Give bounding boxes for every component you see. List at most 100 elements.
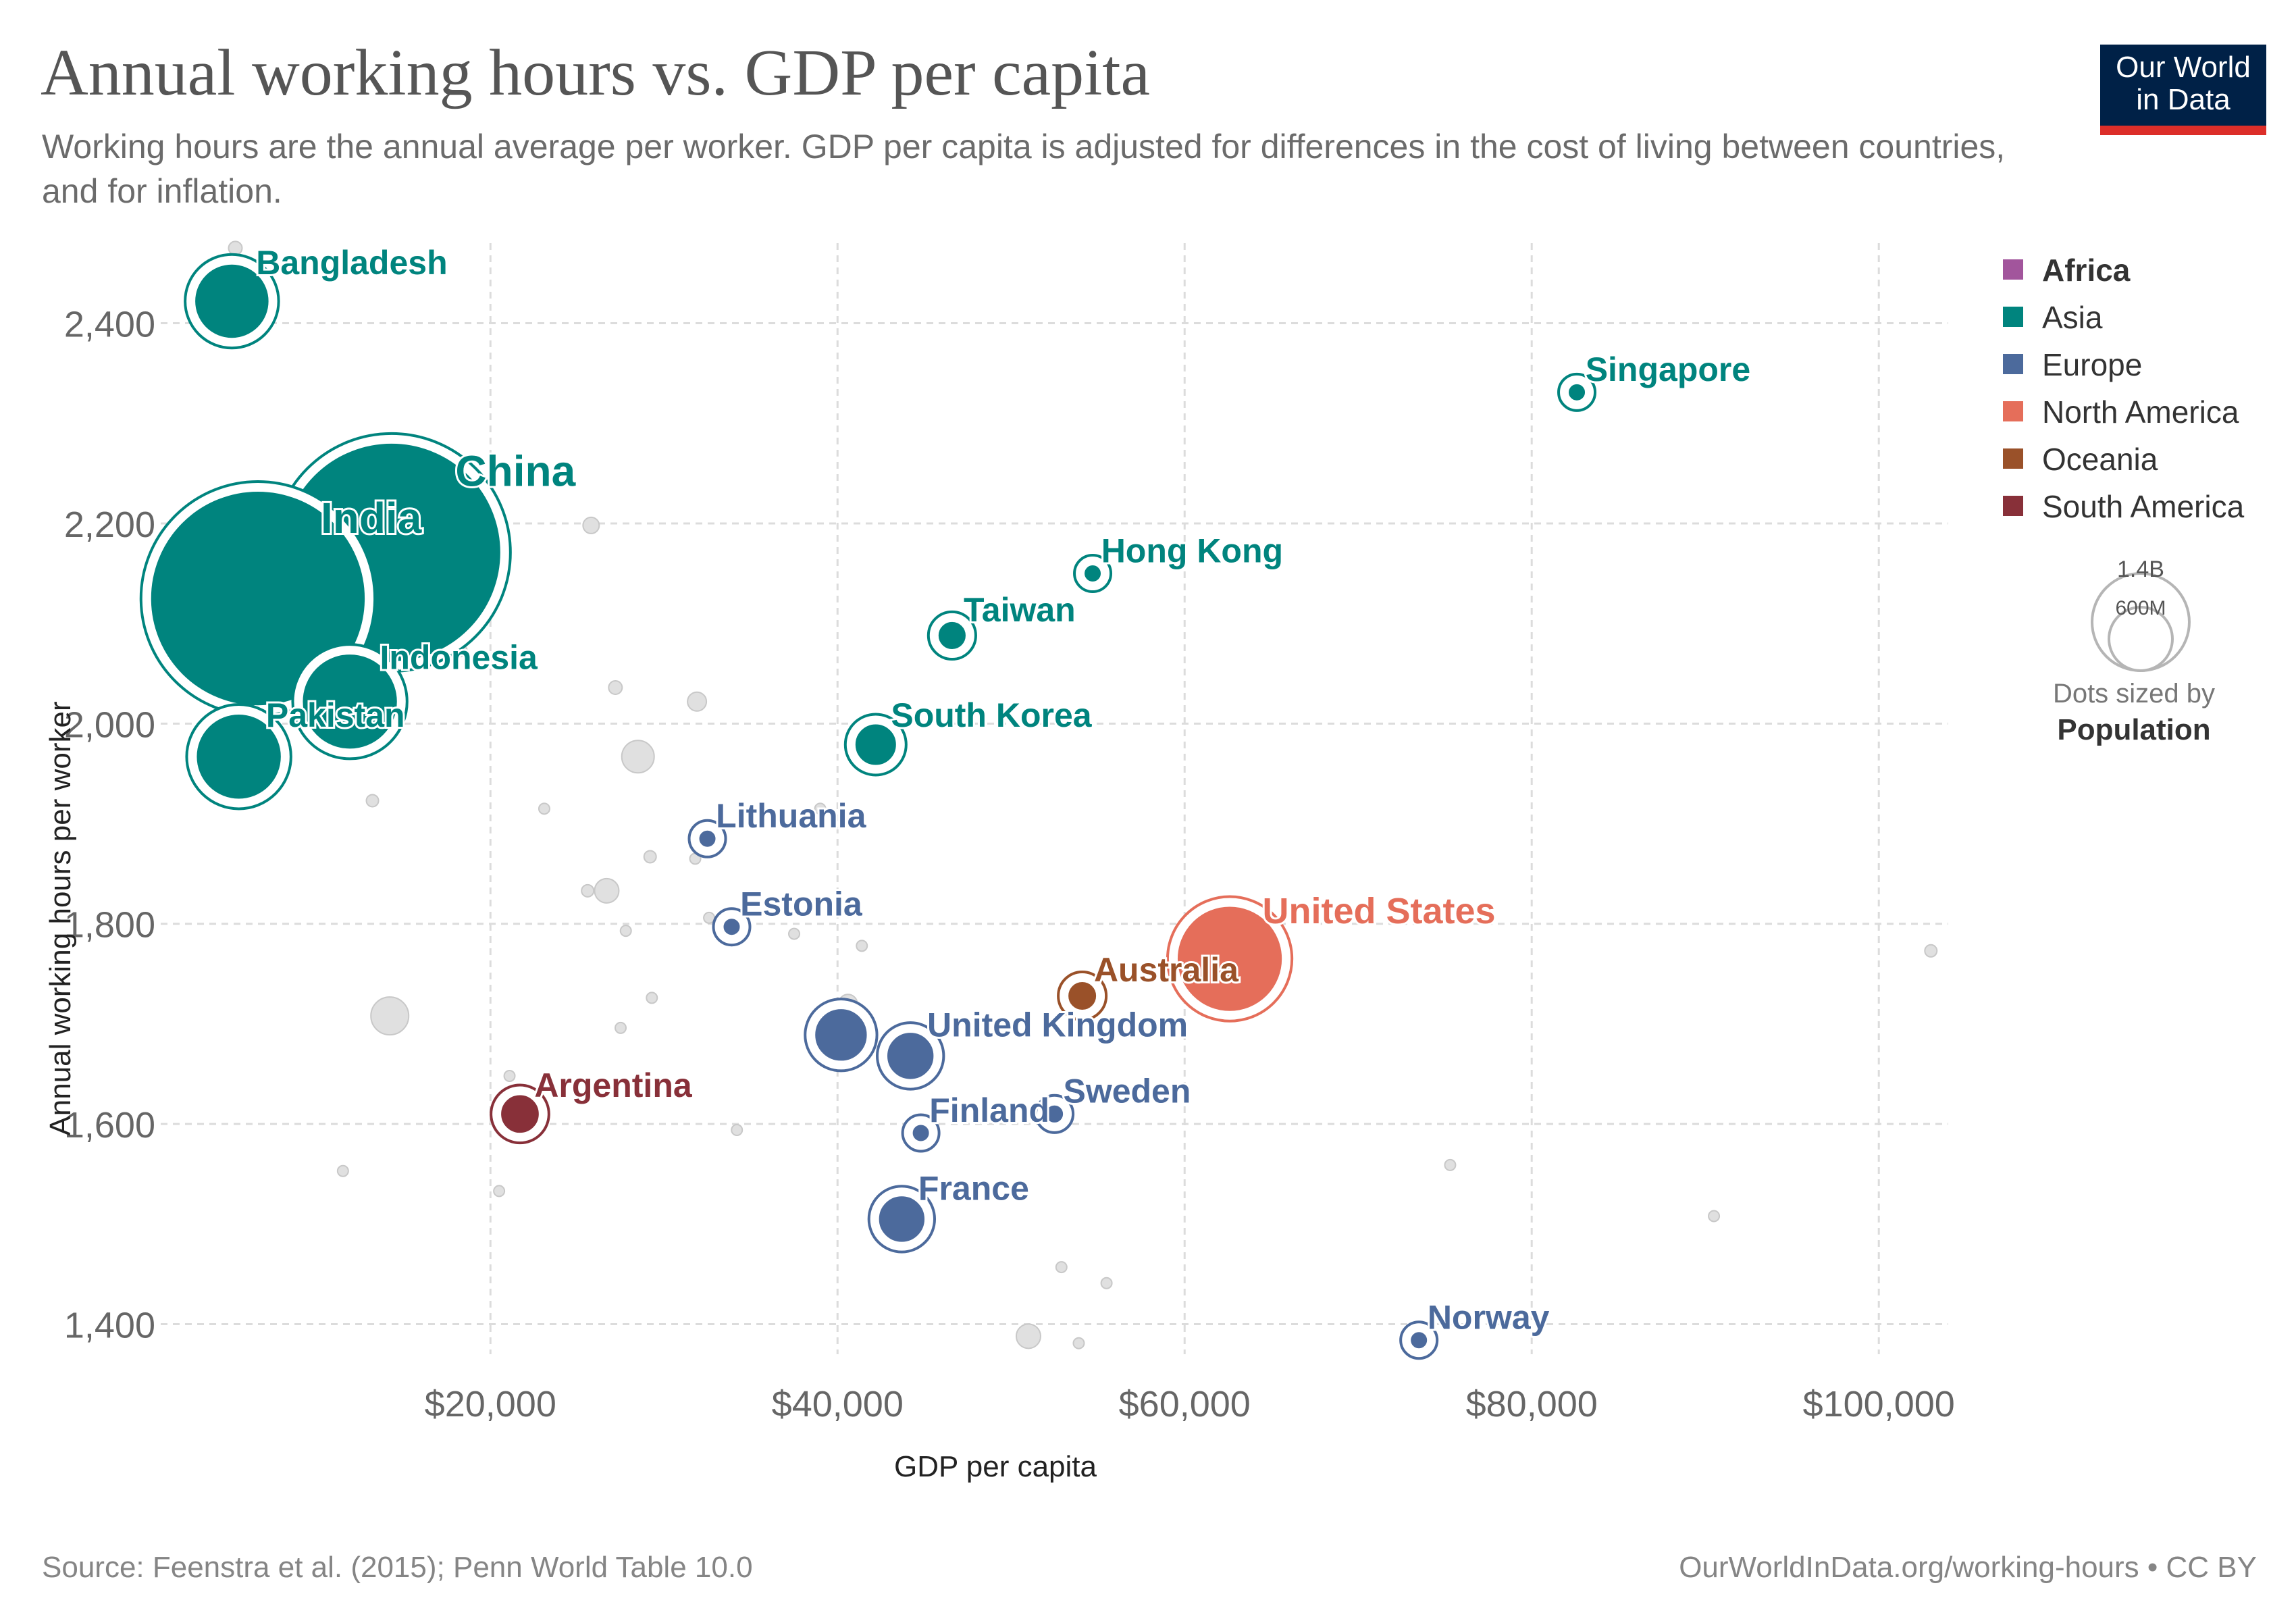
source-note: Source: Feenstra et al. (2015); Penn Wor… [42, 1551, 753, 1584]
size-legend-small-circle [2108, 606, 2174, 672]
gridlines [161, 243, 1948, 1354]
x-tick-label: $60,000 [1119, 1384, 1251, 1424]
chart-subtitle: Working hours are the annual average per… [42, 128, 2006, 210]
point-bangladesh[interactable] [184, 253, 280, 350]
size-legend-small-label: 600M [2115, 597, 2166, 619]
point-dot [194, 263, 270, 340]
y-tick-label: 1,800 [64, 905, 155, 946]
point-dot [877, 1195, 927, 1243]
legend-swatch [2003, 401, 2023, 421]
point-dot [937, 620, 967, 651]
y-axis-label: Annual working hours per worker [44, 701, 77, 1135]
point-dot [814, 1008, 868, 1062]
background-point[interactable] [788, 927, 801, 940]
size-legend-big-circle [2091, 572, 2191, 672]
point-finland[interactable] [901, 1113, 941, 1153]
y-tick-label: 1,600 [64, 1105, 155, 1146]
background-point[interactable] [621, 740, 655, 774]
point-label: Pakistan [266, 696, 405, 734]
point-dot [500, 1093, 540, 1135]
x-axis-ticks: $20,000 $40,000 $60,000 $80,000 $100,000 [425, 1384, 1955, 1424]
point-indonesia[interactable] [291, 643, 409, 761]
point-pakistan[interactable] [185, 703, 292, 810]
point-singapore[interactable] [1557, 372, 1597, 412]
point-dot [722, 917, 741, 937]
point-label: Taiwan [964, 591, 1076, 629]
chart-title: Annual working hours vs. GDP per capita [41, 36, 1151, 109]
size-legend-big-label: 1.4B [2117, 557, 2164, 582]
background-point[interactable] [856, 940, 868, 952]
point-france[interactable] [867, 1185, 937, 1254]
legend-label: Europe [2042, 347, 2143, 382]
y-tick-label: 2,400 [64, 305, 155, 345]
point-label: India [321, 494, 422, 542]
point-label: United States [1263, 891, 1496, 931]
background-point[interactable] [731, 1124, 743, 1137]
background-point[interactable] [1055, 1261, 1068, 1274]
point-australia[interactable] [1057, 970, 1108, 1021]
point-dot [698, 829, 717, 848]
background-point[interactable] [493, 1185, 506, 1198]
point-dot [149, 490, 367, 707]
point-norway[interactable] [1399, 1320, 1439, 1360]
point-label: United Kingdom [927, 1006, 1188, 1044]
background-point[interactable] [365, 794, 380, 808]
background-point[interactable] [1444, 1158, 1457, 1171]
background-point[interactable] [581, 883, 595, 898]
background-point[interactable] [1924, 944, 1938, 958]
x-tick-label: $100,000 [1803, 1384, 1955, 1424]
point-label: Singapore [1586, 351, 1750, 388]
logo-line-2: in Data [2136, 83, 2230, 116]
background-point[interactable] [1708, 1210, 1721, 1223]
x-axis-label: GDP per capita [894, 1450, 1097, 1483]
background-point[interactable] [615, 1021, 627, 1034]
point-germany[interactable] [804, 998, 879, 1073]
background-point[interactable] [1072, 1337, 1085, 1349]
point-label: China [455, 446, 575, 495]
source-link[interactable]: OurWorldInData.org/working-hours • CC BY [1679, 1551, 2257, 1584]
y-tick-label: 1,400 [64, 1306, 155, 1346]
point-south-korea[interactable] [843, 713, 908, 777]
background-point[interactable] [594, 877, 620, 904]
background-point[interactable] [619, 925, 632, 937]
background-point[interactable] [538, 802, 550, 815]
point-united-states[interactable] [1166, 895, 1294, 1023]
background-point[interactable] [336, 1164, 349, 1177]
background-point[interactable] [687, 691, 708, 712]
legend-label: South America [2042, 489, 2245, 524]
point-label: Finland [929, 1091, 1049, 1129]
background-point[interactable] [582, 516, 600, 534]
point-label: Sweden [1063, 1072, 1191, 1110]
point-united-kingdom[interactable] [876, 1021, 945, 1091]
background-point[interactable] [503, 1070, 516, 1083]
background-point[interactable] [1100, 1277, 1113, 1289]
point-hong-kong[interactable] [1073, 554, 1113, 594]
point-estonia[interactable] [712, 907, 752, 947]
point-dot [195, 713, 282, 800]
point-dot [1567, 382, 1587, 402]
x-tick-label: $80,000 [1466, 1384, 1598, 1424]
point-sweden[interactable] [1034, 1093, 1075, 1134]
background-point[interactable] [608, 680, 623, 695]
size-note-variable: Population [2057, 713, 2211, 746]
background-point[interactable] [814, 802, 827, 815]
point-dot [886, 1031, 935, 1081]
x-tick-label: $20,000 [425, 1384, 556, 1424]
point-dot [1176, 905, 1284, 1012]
point-label: South Korea [891, 696, 1092, 734]
point-dot [1409, 1331, 1429, 1350]
size-note-text: Dots sized by [2052, 679, 2216, 709]
background-point[interactable] [370, 996, 410, 1036]
point-lithuania[interactable] [687, 819, 727, 858]
logo-line-1: Our World [2116, 51, 2251, 84]
point-argentina[interactable] [490, 1083, 550, 1145]
point-label: Australia [1094, 951, 1239, 989]
owid-logo[interactable]: Our World in Data [2100, 45, 2266, 135]
legend-swatch [2003, 448, 2023, 469]
point-taiwan[interactable] [927, 610, 977, 661]
background-point[interactable] [1015, 1323, 1041, 1349]
background-point[interactable] [646, 992, 658, 1004]
background-point[interactable] [228, 240, 243, 256]
background-point[interactable] [643, 850, 657, 864]
